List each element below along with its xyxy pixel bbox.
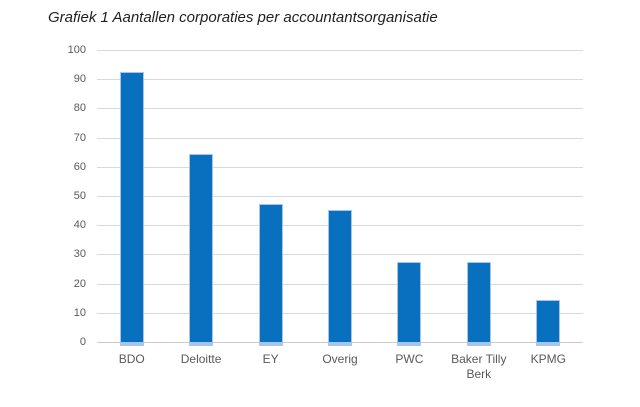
gridline-70 <box>97 137 583 139</box>
gridline-80 <box>97 108 583 110</box>
x-tick-label: EY <box>262 352 279 366</box>
bar-pwc <box>397 262 422 346</box>
x-tick-label: Baker Tilly Berk <box>451 352 507 381</box>
y-tick-label: 30 <box>73 248 86 261</box>
y-tick-label: 60 <box>73 160 86 173</box>
x-tick-label: PWC <box>395 352 424 366</box>
gridline-90 <box>97 79 583 81</box>
bar-kpmg <box>536 300 561 346</box>
y-tick-label: 20 <box>73 277 86 290</box>
y-tick-label: 70 <box>73 131 86 144</box>
y-tick-label: 40 <box>73 219 86 232</box>
x-tick-label: KPMG <box>530 352 566 366</box>
gridline-100 <box>97 50 583 51</box>
bar-baker-tilly-berk <box>466 262 491 346</box>
bar-bdo <box>119 72 144 346</box>
chart-title: Grafiek 1 Aantallen corporaties per acco… <box>48 9 438 26</box>
y-tick-label: 10 <box>73 306 86 319</box>
x-tick-label: Overig <box>322 352 358 366</box>
y-tick-label: 50 <box>73 190 86 202</box>
y-tick-label: 80 <box>73 102 86 115</box>
y-tick-label: 100 <box>67 44 86 56</box>
y-tick-label: 0 <box>79 336 86 348</box>
gridline-60 <box>97 166 583 168</box>
bar-overig <box>328 209 352 346</box>
x-tick-label: Deloitte <box>180 352 222 366</box>
bar-deloitte <box>189 154 214 346</box>
gridline-50 <box>97 196 583 197</box>
y-tick-label: 90 <box>73 73 86 86</box>
x-tick-label: BDO <box>118 352 145 366</box>
bar-ey <box>258 203 283 346</box>
